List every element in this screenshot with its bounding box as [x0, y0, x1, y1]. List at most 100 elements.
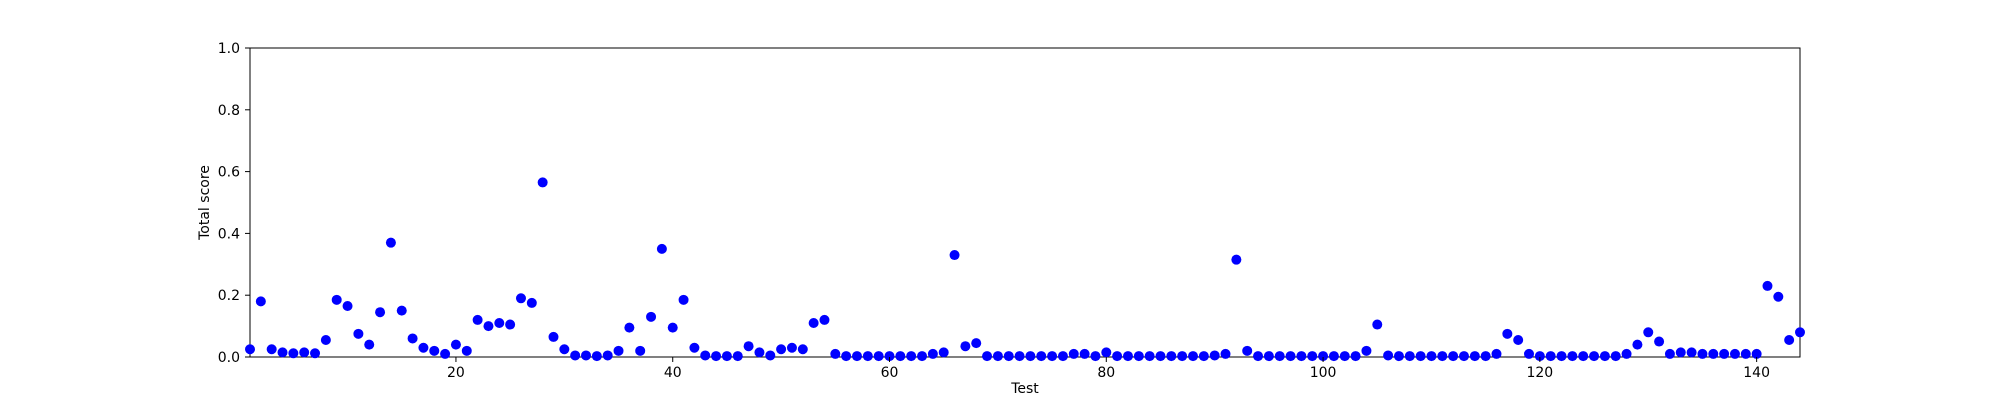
data-point — [917, 351, 928, 362]
data-point — [1166, 351, 1177, 362]
data-point — [862, 351, 873, 362]
data-point — [1415, 351, 1426, 362]
data-point — [1664, 348, 1675, 359]
data-point — [1242, 345, 1253, 356]
data-point — [1719, 348, 1730, 359]
data-point — [635, 345, 646, 356]
data-point — [1708, 348, 1719, 359]
data-points — [245, 177, 1805, 362]
data-point — [1209, 350, 1220, 361]
data-point — [396, 305, 407, 316]
data-point — [1296, 351, 1307, 362]
data-point — [667, 322, 678, 333]
data-point — [1198, 351, 1209, 362]
data-point — [700, 350, 711, 361]
data-point — [559, 344, 570, 355]
data-point — [1025, 351, 1036, 362]
data-point — [1350, 351, 1361, 362]
data-point — [927, 348, 938, 359]
data-point — [515, 293, 526, 304]
data-point — [277, 347, 288, 358]
data-point — [678, 294, 689, 305]
data-point — [461, 345, 472, 356]
data-point — [1491, 348, 1502, 359]
data-point — [1751, 348, 1762, 359]
x-tick-label: 80 — [1097, 365, 1115, 381]
data-point — [754, 347, 765, 358]
data-point — [407, 333, 418, 344]
y-axis-label: Total score — [197, 165, 213, 241]
data-point — [581, 350, 592, 361]
data-point — [385, 237, 396, 248]
x-axis-label: Test — [1010, 381, 1039, 397]
data-point — [830, 348, 841, 359]
data-point — [841, 351, 852, 362]
data-point — [1654, 336, 1665, 347]
x-tick-label: 40 — [664, 365, 682, 381]
data-point — [1328, 351, 1339, 362]
data-point — [1003, 351, 1014, 362]
data-point — [656, 243, 667, 254]
y-tick-label: 0.0 — [218, 350, 240, 366]
data-point — [1632, 339, 1643, 350]
data-point — [1318, 351, 1329, 362]
y-tick-label: 1.0 — [218, 41, 240, 57]
data-point — [1155, 351, 1166, 362]
data-point — [364, 339, 375, 350]
data-point — [949, 250, 960, 261]
data-point — [895, 351, 906, 362]
data-point — [1729, 348, 1740, 359]
data-point — [472, 314, 483, 325]
data-point — [418, 342, 429, 353]
data-point — [1090, 351, 1101, 362]
data-point — [1437, 351, 1448, 362]
y-tick-label: 0.6 — [218, 165, 240, 181]
data-point — [320, 335, 331, 345]
y-tick-label: 0.8 — [218, 103, 240, 119]
data-point — [1036, 351, 1047, 362]
data-point — [1383, 350, 1394, 361]
data-point — [1502, 328, 1513, 339]
data-point — [992, 351, 1003, 362]
data-point — [1686, 347, 1697, 358]
data-point — [765, 350, 776, 361]
data-point — [1643, 327, 1654, 338]
data-point — [1534, 351, 1545, 362]
data-point — [1068, 348, 1079, 359]
data-point — [353, 328, 364, 339]
data-point — [1263, 351, 1274, 362]
data-point — [245, 344, 255, 355]
data-point — [971, 338, 982, 349]
data-point — [255, 296, 266, 307]
data-point — [1545, 351, 1556, 362]
data-point — [299, 347, 310, 358]
data-point — [1014, 351, 1025, 362]
data-point — [1047, 351, 1058, 362]
data-point — [1285, 351, 1296, 362]
data-point — [1567, 351, 1578, 362]
data-point — [938, 347, 949, 358]
data-point — [1480, 351, 1491, 362]
data-point — [1144, 351, 1155, 362]
x-tick-label: 100 — [1310, 365, 1337, 381]
data-point — [884, 351, 895, 362]
y-tick-label: 0.2 — [218, 288, 240, 304]
x-tick-label: 20 — [447, 365, 465, 381]
data-point — [537, 177, 548, 188]
data-point — [331, 294, 342, 305]
data-point — [1458, 351, 1469, 362]
data-point — [1404, 351, 1415, 362]
data-point — [266, 344, 277, 355]
data-point — [819, 314, 830, 325]
data-point — [494, 318, 505, 329]
x-tick-label: 140 — [1743, 365, 1770, 381]
data-point — [1112, 351, 1123, 362]
data-point — [591, 351, 602, 362]
data-point — [429, 345, 440, 356]
data-point — [1079, 348, 1090, 359]
data-point — [689, 342, 700, 353]
data-point — [1133, 351, 1144, 362]
x-tick-label: 60 — [881, 365, 899, 381]
data-point — [646, 311, 657, 322]
